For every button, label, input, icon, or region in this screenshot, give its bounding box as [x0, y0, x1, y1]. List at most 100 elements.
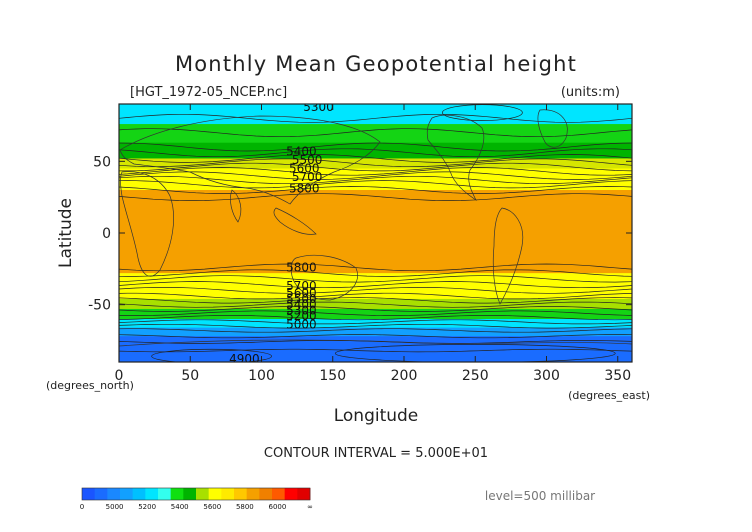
colorbar-tick-label: 0	[80, 503, 84, 511]
color-band-10	[119, 327, 632, 337]
colorbar-tick-label: 5000	[106, 503, 124, 511]
coastline-india	[230, 189, 242, 223]
colorbar-swatch	[120, 488, 134, 500]
x-axis-title: Longitude	[334, 406, 419, 426]
color-band-7	[119, 298, 632, 310]
color-band-5	[119, 190, 632, 274]
color-band-2	[119, 142, 632, 159]
contour-line	[119, 287, 632, 294]
contour-lines	[119, 104, 632, 362]
colorbar-tick-label: 6000	[269, 503, 287, 511]
x-tick-label: 250	[462, 368, 489, 384]
contour-label: 5700	[286, 279, 317, 293]
contour-label: 5600	[286, 286, 317, 300]
contour-line	[119, 148, 632, 158]
colorbar-swatch	[259, 488, 273, 500]
contour-label: 5700	[292, 170, 323, 184]
contour-labels: 5300540055005600570058005800570056005500…	[229, 100, 334, 366]
contour-label: 5000	[286, 318, 317, 332]
coastline-antarctica	[119, 339, 632, 362]
x-unit-label: (degrees_east)	[568, 389, 650, 402]
colorbar-swatch	[170, 488, 184, 500]
colorbar-swatch	[284, 488, 298, 500]
x-tick-label: 0	[115, 368, 124, 384]
contour-line	[119, 292, 632, 300]
colorbar: 0 5000 5200 5400 5600 5800 6000 ∞	[80, 487, 313, 511]
colorbar-tick-label: ∞	[307, 503, 313, 511]
colorbar-frame	[81, 487, 311, 501]
contour-label: 5800	[289, 182, 320, 196]
color-band-8	[119, 308, 632, 320]
x-tick-label: 350	[604, 368, 631, 384]
colorbar-tick-label: 5400	[171, 503, 189, 511]
contour-line	[119, 275, 632, 283]
colorbar-swatch	[94, 488, 108, 500]
contour-line	[119, 154, 632, 163]
y-unit-label: (degrees_north)	[46, 379, 134, 392]
colorbar-swatch	[82, 488, 96, 500]
x-tick-label: 300	[533, 368, 560, 384]
contour-line	[119, 310, 632, 316]
contour-label: 5300	[303, 100, 334, 114]
contour-label: 5500	[292, 153, 323, 167]
x-tick-label: 200	[391, 368, 418, 384]
contour-label: 4900	[229, 352, 260, 366]
contour-label: 5500	[286, 292, 317, 306]
contour-label: 5400	[286, 144, 317, 158]
contour-line	[119, 162, 632, 172]
contour-line	[119, 348, 632, 353]
contour-line	[119, 113, 632, 123]
contour-line	[119, 158, 632, 168]
contour-line	[119, 319, 632, 325]
coastline-southeast-asia	[273, 207, 317, 235]
contour-label: 5300	[286, 303, 317, 317]
colorbar-tick-label: 5600	[203, 503, 221, 511]
contour-line	[119, 186, 632, 194]
contour-line	[119, 306, 632, 312]
contour-line	[119, 180, 632, 189]
contour-line	[151, 348, 272, 362]
y-axis-title: Latitude	[56, 198, 76, 268]
contour-interval-text: CONTOUR INTERVAL = 5.000E+01	[264, 446, 488, 461]
colorbar-swatch	[246, 488, 260, 500]
colorbar-swatch	[132, 488, 146, 500]
contour-line	[119, 263, 632, 272]
coastline-south-america	[492, 207, 524, 305]
x-tick-label: 150	[319, 368, 346, 384]
contour-label: 5200	[286, 309, 317, 323]
coastline-australia	[290, 254, 358, 301]
contour-line	[119, 323, 632, 329]
colorbar-tick-label: 5200	[138, 503, 156, 511]
colorbar-swatch	[234, 488, 248, 500]
colorbar-swatch	[158, 488, 172, 500]
y-tick-label: 50	[93, 154, 111, 170]
colorbar-swatch	[208, 488, 222, 500]
x-tick-label: 50	[181, 368, 199, 384]
colorbar-swatch	[196, 488, 210, 500]
contour-line	[119, 128, 632, 138]
colorbar-swatch	[183, 488, 197, 500]
level-text: level=500 millibar	[485, 489, 595, 503]
contour-line	[119, 167, 632, 176]
color-band-1	[119, 124, 632, 144]
color-bands	[119, 104, 632, 362]
colorbar-swatch	[221, 488, 235, 500]
y-tick-label: 0	[102, 226, 111, 242]
contour-label: 5800	[286, 260, 317, 274]
colorbar-swatch	[145, 488, 159, 500]
contour-line	[119, 193, 632, 201]
contour-line	[119, 171, 632, 180]
contour-line	[119, 301, 632, 308]
contour-label: 5600	[289, 162, 320, 176]
contour-line	[119, 315, 632, 321]
x-tick-label: 100	[248, 368, 275, 384]
units-label: (units:m)	[561, 85, 620, 100]
contour-line	[119, 334, 632, 339]
coastline-greenland	[537, 109, 568, 148]
colorbar-swatch	[107, 488, 121, 500]
colorbar-swatch	[297, 488, 311, 500]
y-tick-label: -50	[88, 298, 111, 314]
contour-line	[119, 142, 632, 152]
chart-title: Monthly Mean Geopotential height	[175, 52, 577, 76]
